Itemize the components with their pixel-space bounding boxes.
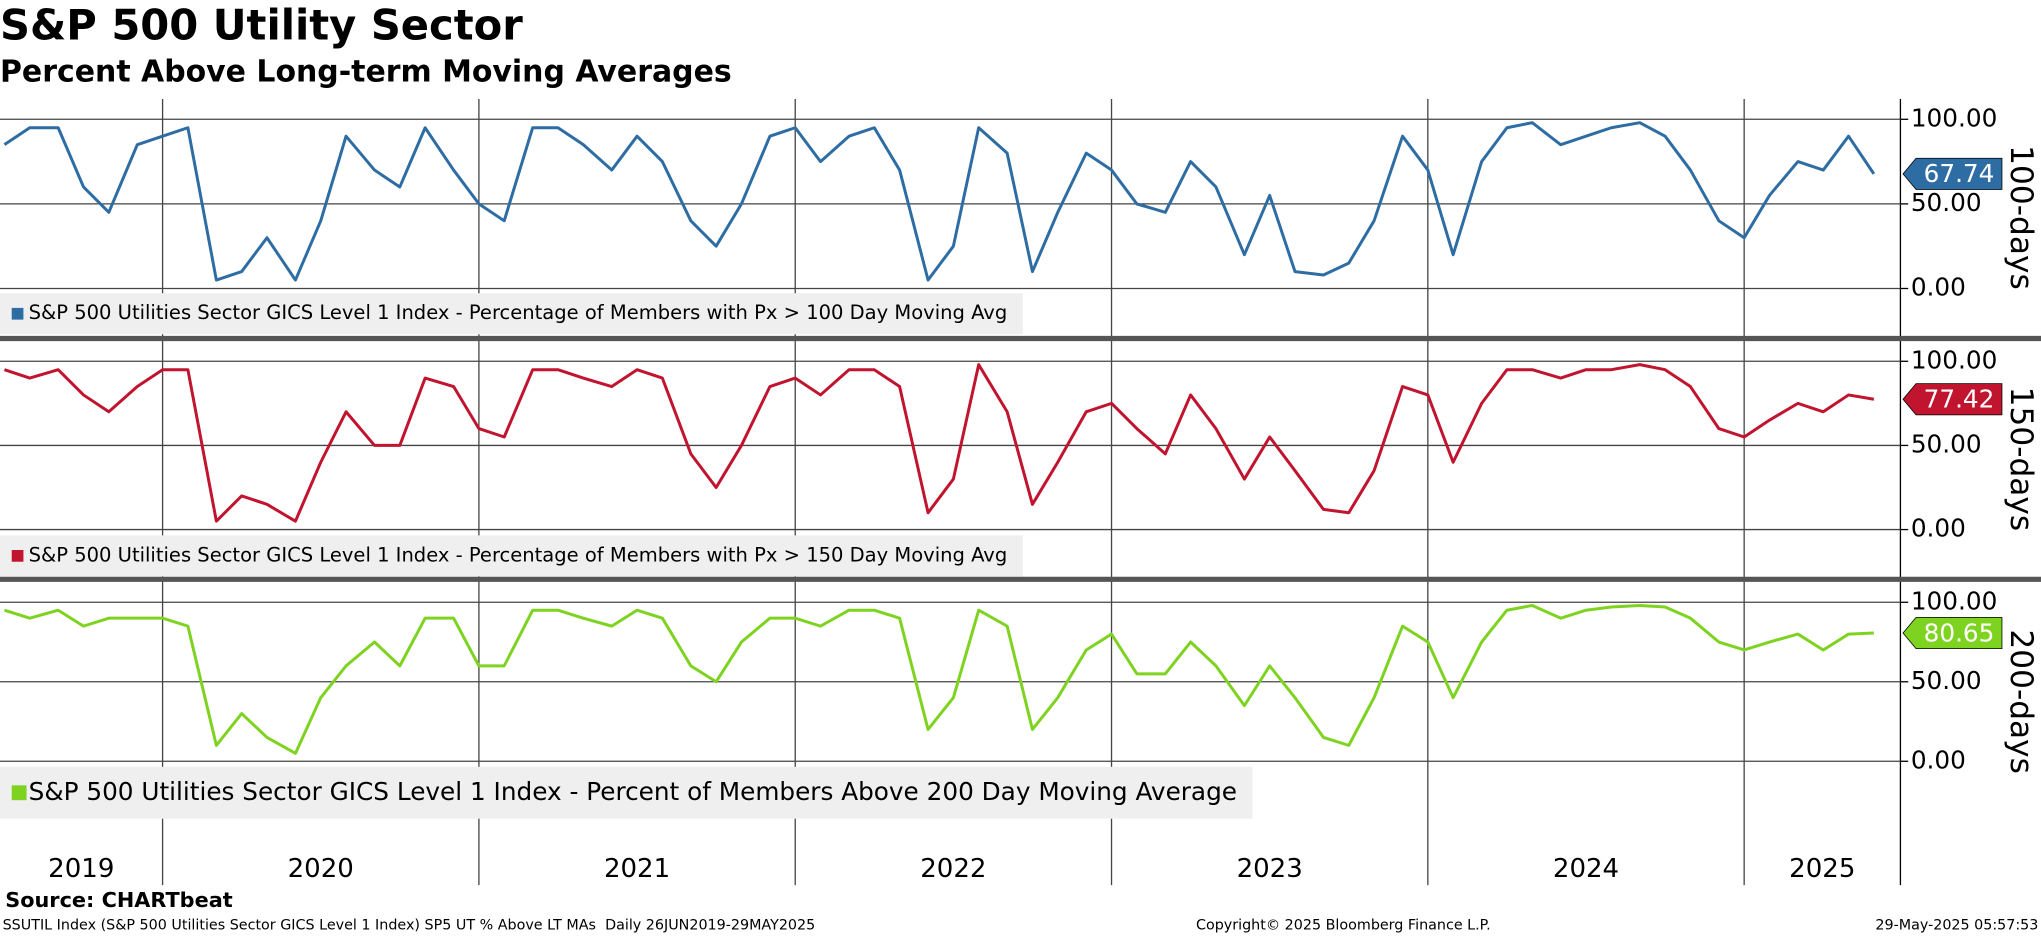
- x-tick-label: 2023: [1237, 854, 1303, 884]
- last-value-label: 80.65: [1924, 618, 1995, 647]
- last-value-tag: [1902, 617, 2003, 650]
- last-value-label: 77.42: [1924, 385, 1995, 414]
- y-tick-label: 100.00: [1911, 345, 1998, 374]
- legend-swatch: [11, 307, 24, 320]
- y-tick-label: 100.00: [1911, 103, 1998, 132]
- legend-swatch: [11, 550, 24, 562]
- x-tick-label: 2022: [920, 854, 986, 884]
- last-value-tag: [1902, 157, 2003, 190]
- last-value-tag: [1902, 383, 2003, 416]
- line: [3, 363, 1875, 523]
- legend-box: [0, 293, 1023, 335]
- x-tick-label: 2020: [288, 854, 354, 884]
- chart-title: S&P 500 Utility Sector: [0, 1, 523, 50]
- footer-right: 29-May-2025 05:57:53: [1875, 918, 2038, 934]
- y-axis-label: 150-days: [2003, 387, 2039, 532]
- y-tick-label: 0.00: [1911, 273, 1966, 302]
- legend-label: S&P 500 Utilities Sector GICS Level 1 In…: [29, 543, 1008, 566]
- footer-left: SSUTIL Index (S&P 500 Utilities Sector G…: [3, 918, 816, 934]
- legend-label: S&P 500 Utilities Sector GICS Level 1 In…: [29, 777, 1237, 806]
- legend-label: S&P 500 Utilities Sector GICS Level 1 In…: [29, 301, 1008, 324]
- y-axis-label: 100-days: [2003, 145, 2039, 290]
- y-tick-label: 50.00: [1911, 429, 1982, 458]
- y-tick-label: 50.00: [1911, 666, 1982, 695]
- chart-subtitle: Percent Above Long-term Moving Averages: [0, 54, 732, 89]
- line: [3, 121, 1876, 282]
- source: Source: CHARTbeat: [5, 888, 233, 912]
- y-axis-label: 200-days: [2003, 629, 2039, 774]
- y-tick-label: 100.00: [1911, 586, 1998, 615]
- y-tick-label: 50.00: [1911, 188, 1982, 217]
- line: [3, 603, 1874, 755]
- legend: S&P 500 Utilities Sector GICS Level 1 In…: [0, 293, 1023, 335]
- legend: S&P 500 Utilities Sector GICS Level 1 In…: [0, 535, 1023, 577]
- x-tick-label: 2021: [604, 854, 670, 884]
- legend-swatch: [11, 785, 27, 801]
- x-tick-label: 2019: [48, 854, 114, 884]
- last-value-label: 67.74: [1924, 159, 1995, 188]
- legend: S&P 500 Utilities Sector GICS Level 1 In…: [0, 766, 1253, 819]
- y-tick-label: 0.00: [1911, 514, 1966, 543]
- legend-box: [0, 535, 1023, 577]
- footer-center: Copyright© 2025 Bloomberg Finance L.P.: [1196, 918, 1491, 934]
- y-tick-label: 0.00: [1911, 745, 1966, 774]
- x-tick-label: 2024: [1553, 854, 1619, 884]
- legend-box: [0, 766, 1253, 819]
- x-tick-label: 2025: [1789, 854, 1855, 884]
